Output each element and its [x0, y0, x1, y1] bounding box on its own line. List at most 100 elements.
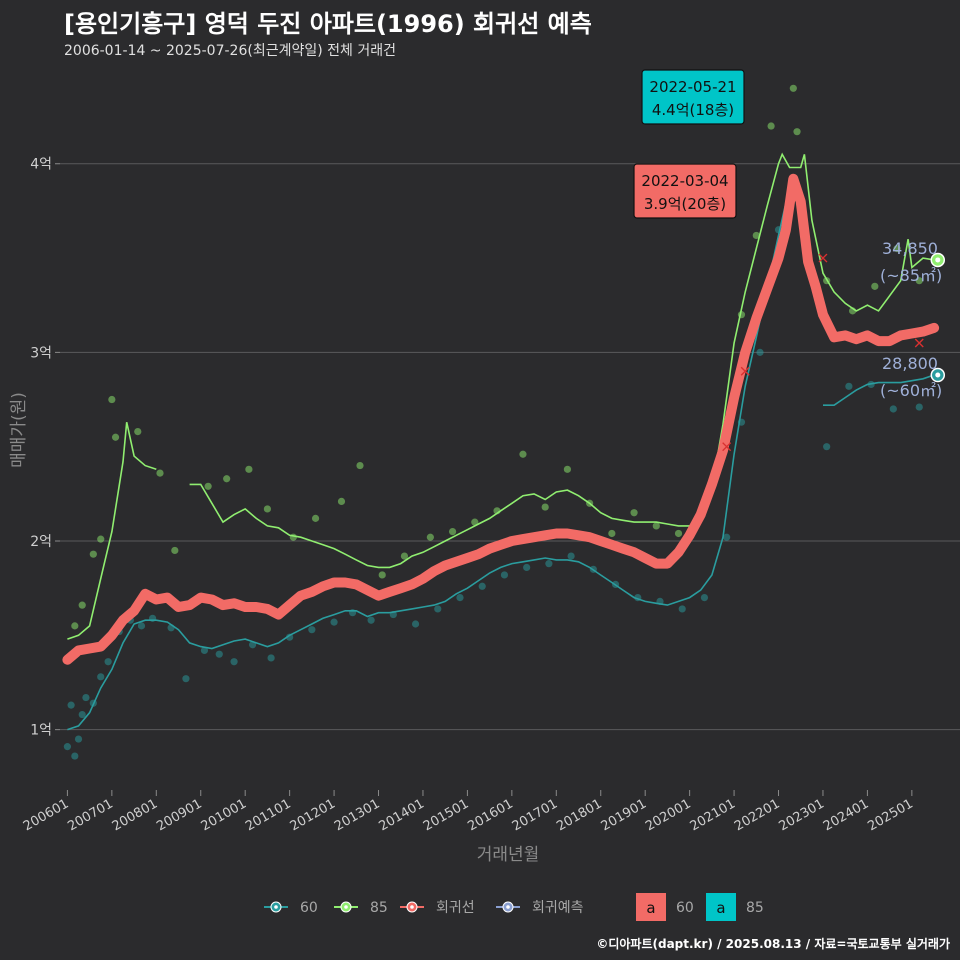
scatter-point-60 [678, 605, 686, 613]
scatter-point-85 [652, 522, 660, 530]
scatter-point-85 [448, 527, 457, 536]
scatter-point-85 [471, 518, 479, 526]
series-lines [62, 152, 940, 731]
scatter-point-85 [541, 503, 549, 511]
scatter-point-85 [871, 282, 879, 290]
scatter-point-85 [608, 529, 616, 538]
scatter-point-60 [182, 675, 190, 683]
scatter-point-60 [434, 605, 442, 613]
annotation-date: 2022-03-04 [641, 172, 728, 190]
scatter-point-85 [97, 535, 105, 543]
scatter-point-60 [74, 735, 83, 743]
x-tick-label: 202401 [821, 796, 871, 834]
scatter-point-85 [156, 469, 164, 477]
scatter-point-60 [230, 658, 238, 666]
annotation-callout: 2022-03-04 3.9억(20층) [633, 163, 737, 219]
legend-label: 60 [300, 900, 318, 916]
x-tick-label: 200801 [110, 796, 160, 834]
x-tick-label: 201101 [243, 796, 293, 834]
legend-swatch-glyph: a [646, 899, 655, 917]
scatter-point-60 [104, 658, 112, 666]
scatter-point-85 [630, 509, 638, 517]
source-credit: ©디아파트(dapt.kr) / 2025.08.13 / 자료=국토교통부 실… [596, 937, 950, 951]
scatter-point-85 [793, 128, 801, 136]
forecast-value: 28,800 [882, 354, 938, 373]
scatter-point-85 [245, 465, 253, 473]
scatter-point-85 [752, 231, 760, 240]
scatter-point-60 [723, 533, 731, 541]
scatter-point-60 [308, 626, 316, 634]
y-tick-label: 3억 [30, 345, 52, 361]
scatter-point-60 [267, 654, 275, 662]
scatter-point-60 [545, 560, 553, 568]
scatter-point-85 [519, 450, 527, 458]
scatter-point-60 [286, 633, 294, 641]
forecast-dot-center [935, 257, 941, 263]
annotation-value: 4.4억(18층) [652, 101, 734, 119]
y-tick-label: 2억 [30, 534, 52, 550]
scatter-point-60 [456, 593, 464, 602]
forecast-unit: (~85㎡) [880, 266, 942, 285]
annotation-box [641, 69, 745, 125]
scatter-point-60 [367, 616, 375, 624]
scatter-point-60 [200, 646, 209, 655]
forecast-unit: (~60㎡) [880, 381, 942, 400]
y-tick-label: 4억 [30, 157, 52, 173]
scatter-point-60 [215, 650, 223, 658]
x-axis-title: 거래년월 [477, 845, 540, 865]
scatter-point-60 [567, 552, 575, 560]
y-axis-title: 매매가(원) [9, 392, 29, 468]
scatter-point-85 [400, 552, 409, 560]
legend-dot-center [410, 905, 414, 909]
scatter-point-60 [67, 701, 75, 709]
scatter-point-60 [97, 673, 105, 681]
scatter-point-60 [63, 743, 72, 751]
annotation-box [633, 163, 737, 219]
scatter-point-85 [134, 428, 142, 436]
legend-label: 60 [676, 900, 694, 916]
annotation-date: 2022-05-21 [649, 78, 736, 96]
regression-line [62, 173, 940, 665]
scatter-point-85 [356, 461, 364, 470]
x-tick-label: 201901 [599, 796, 649, 834]
legend-item: 회귀선 [400, 900, 475, 916]
x-tick-label: 201201 [288, 796, 338, 834]
legend-fill-item: a 60 [636, 893, 694, 921]
x-tick-label: 200701 [65, 796, 115, 834]
scatter-point-60 [523, 563, 531, 572]
x-tick-label: 201001 [199, 796, 249, 834]
scatter-point-60 [82, 693, 90, 702]
legend-label: 85 [370, 900, 388, 916]
forecast-dot-center [935, 372, 941, 378]
scatter-point-85 [426, 533, 434, 541]
scatter-point-60 [78, 710, 86, 719]
forecast-value: 34,850 [882, 239, 938, 258]
legend-swatch-glyph: a [716, 899, 725, 917]
x-tick-label: 200601 [21, 796, 71, 834]
scatter-point-60 [915, 403, 923, 411]
legend-swatch [636, 893, 666, 921]
series-line-85 [189, 152, 935, 569]
legend-item: 85 [334, 900, 388, 916]
scatter-point-85 [204, 482, 212, 490]
x-tick-label: 201601 [465, 796, 515, 834]
chart-subtitle: 2006-01-14 ~ 2025-07-26(최근계약일) 전체 거래건 [64, 43, 396, 59]
scatter-point-85 [311, 514, 320, 522]
x-tick-label: 201401 [376, 796, 426, 834]
annotation-value: 3.9억(20층) [644, 195, 726, 213]
scatter-point-85 [893, 245, 901, 253]
legend-dot-center [506, 905, 510, 909]
scatter-point-85 [89, 550, 97, 558]
scatter-point-85 [674, 529, 683, 538]
x-marker [722, 442, 732, 452]
scatter-point-85 [108, 395, 116, 404]
scatter-point-85 [915, 277, 923, 285]
forecast-labels: 34,850 (~85㎡) 28,800 (~60㎡) [880, 239, 946, 400]
scatter-point-60 [71, 752, 79, 760]
annotation-callout: 2022-05-21 4.4억(18층) [641, 69, 745, 125]
legend-label: 회귀예측 [532, 900, 584, 916]
y-axis: 1억 2억 3억 4억 [30, 157, 60, 739]
legend-swatch [706, 893, 736, 921]
scatter-point-85 [171, 546, 179, 555]
